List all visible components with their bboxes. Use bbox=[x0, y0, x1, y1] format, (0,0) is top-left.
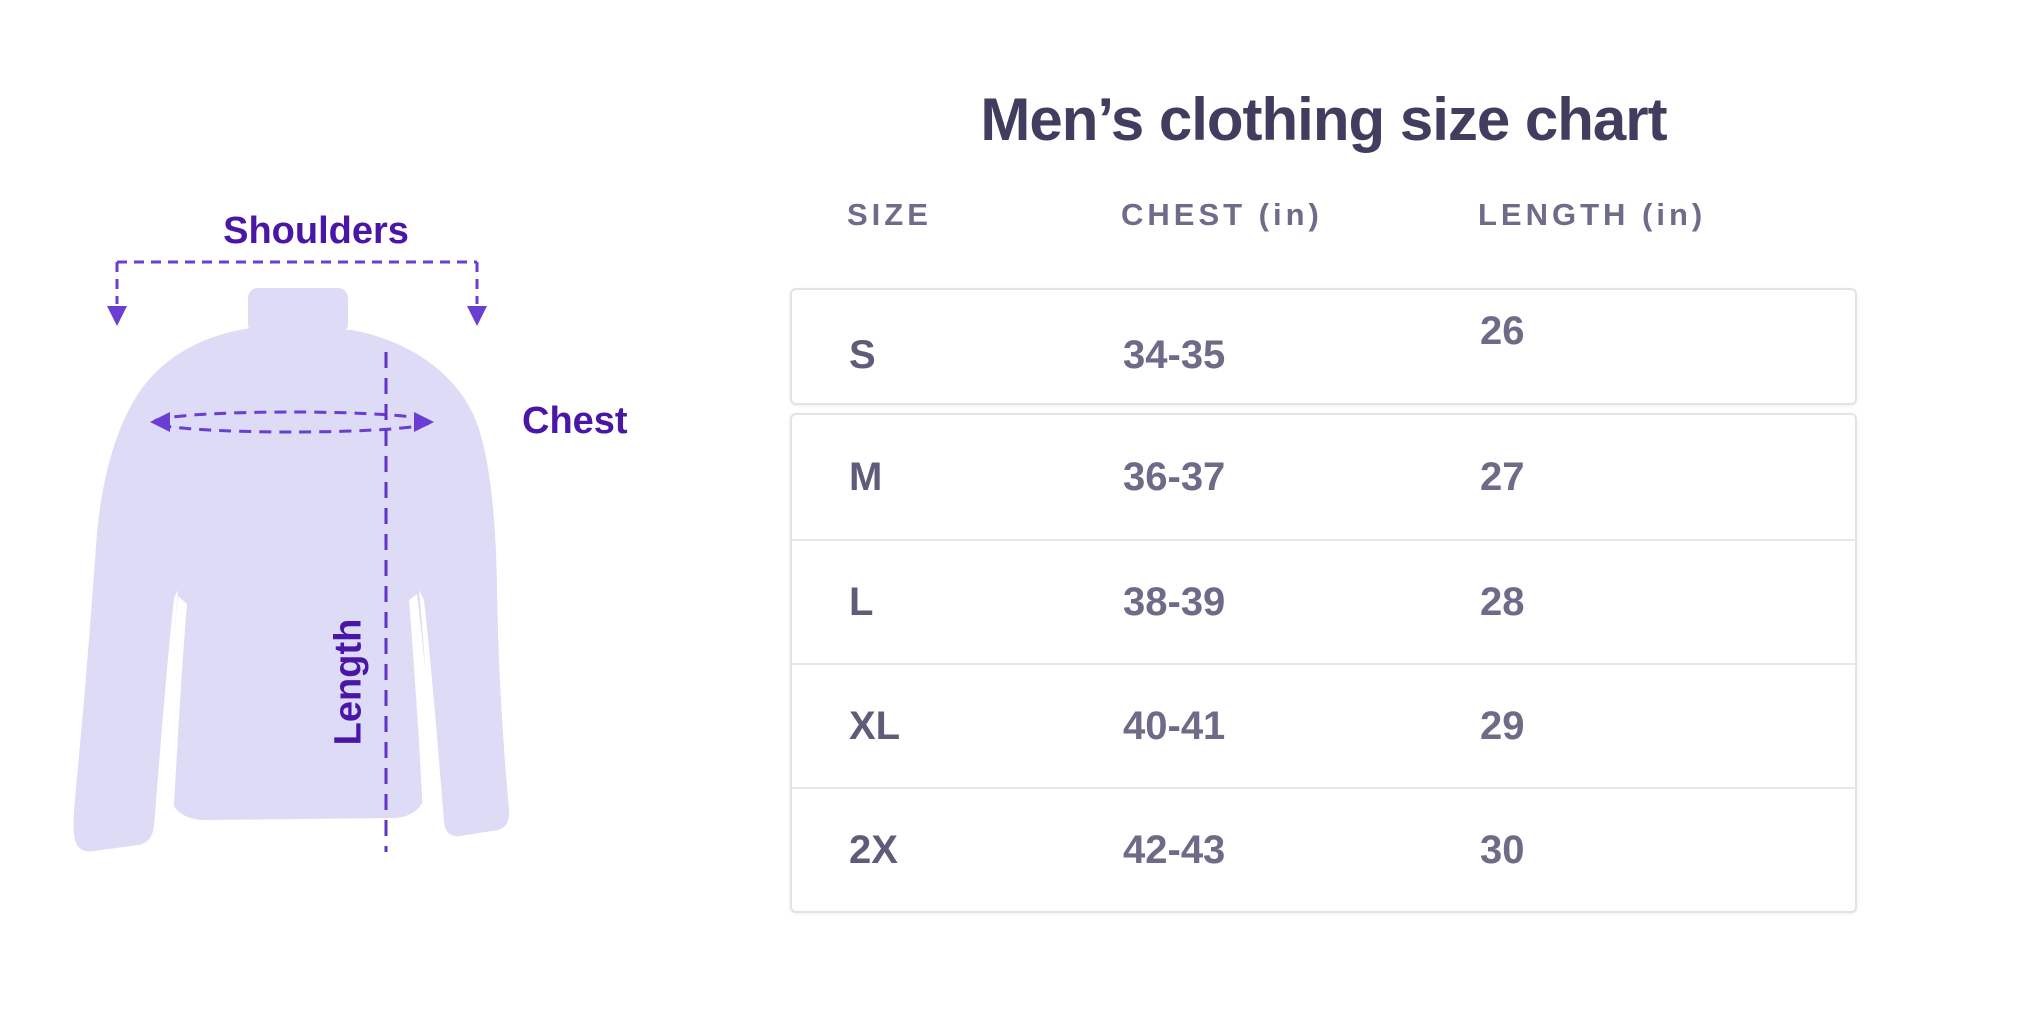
chest-value-cell: 42-43 bbox=[1123, 828, 1226, 872]
chest-left-arrowhead bbox=[150, 412, 170, 432]
chest-value-cell: 36-37 bbox=[1123, 455, 1226, 499]
length-value-cell: 28 bbox=[1480, 580, 1525, 624]
table-header-row: SIZE CHEST (in) LENGTH (in) bbox=[790, 197, 1857, 233]
table-row: L 38-39 28 bbox=[792, 539, 1855, 663]
shirt-illustration bbox=[73, 260, 510, 852]
header-size: SIZE bbox=[847, 197, 932, 232]
size-table: Men’s clothing size chart SIZE CHEST (in… bbox=[790, 0, 1857, 1020]
shirt-measurement-diagram: Shoulders Chest Length bbox=[0, 0, 700, 1020]
length-value-cell: 29 bbox=[1480, 704, 1525, 748]
shoulders-bracket-line bbox=[115, 260, 479, 304]
shirt-body bbox=[73, 328, 510, 852]
shoulders-right-arrowhead bbox=[467, 306, 487, 326]
page-title: Men’s clothing size chart bbox=[980, 86, 1667, 153]
table-row: S 34-35 26 bbox=[792, 290, 1855, 403]
size-cell: 2X bbox=[849, 828, 898, 872]
table-row: M 36-37 27 bbox=[792, 415, 1855, 539]
table-row: 2X 42-43 30 bbox=[792, 787, 1855, 911]
length-value-cell: 30 bbox=[1480, 828, 1525, 872]
chest-right-arrowhead bbox=[414, 412, 434, 432]
shirt-collar bbox=[248, 288, 348, 334]
length-value-cell: 27 bbox=[1480, 455, 1525, 499]
shoulders-label: Shoulders bbox=[223, 210, 409, 252]
chest-value-cell: 34-35 bbox=[1123, 332, 1226, 377]
size-table-first-row-card: S 34-35 26 bbox=[790, 288, 1857, 405]
size-cell: M bbox=[849, 455, 883, 499]
left-sleeve-notch bbox=[157, 596, 187, 836]
header-chest: CHEST (in) bbox=[1121, 197, 1323, 232]
chest-value-cell: 40-41 bbox=[1123, 704, 1226, 748]
length-label: Length bbox=[327, 618, 370, 746]
size-cell: L bbox=[849, 580, 874, 624]
header-length: LENGTH (in) bbox=[1478, 197, 1707, 232]
shoulders-left-arrowhead bbox=[107, 306, 127, 326]
right-sleeve-notch bbox=[409, 594, 439, 834]
chest-value-cell: 38-39 bbox=[1123, 580, 1226, 624]
size-cell: S bbox=[849, 332, 876, 377]
length-value-cell: 26 bbox=[1480, 308, 1525, 353]
chest-label: Chest bbox=[522, 400, 628, 442]
size-cell: XL bbox=[849, 704, 901, 748]
size-table-body-card: M 36-37 27 L 38-39 28 XL 40-41 29 2X 42-… bbox=[790, 413, 1857, 913]
table-row: XL 40-41 29 bbox=[792, 663, 1855, 787]
